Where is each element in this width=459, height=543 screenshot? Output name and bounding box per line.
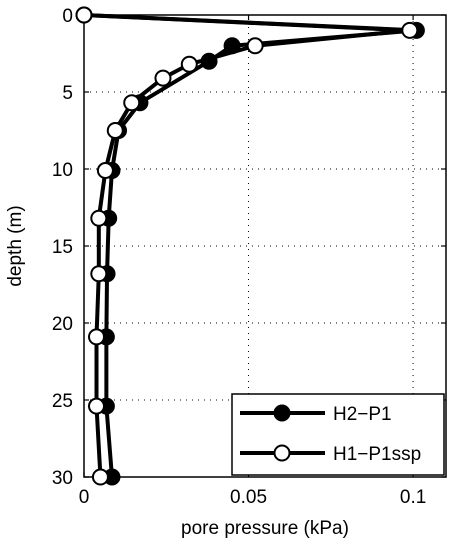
x-tick-label: 0 (79, 487, 90, 508)
legend-marker-open (273, 444, 291, 462)
data-point (401, 21, 419, 39)
y-tick-label: 20 (52, 314, 73, 335)
legend-box (231, 393, 445, 476)
data-point (123, 94, 141, 112)
data-point (106, 122, 124, 139)
y-tick-label: 25 (52, 391, 73, 412)
data-point (180, 55, 198, 73)
y-tick-label: 5 (62, 83, 73, 104)
legend-marker-filled (273, 404, 291, 422)
y-tick-label: 15 (52, 237, 73, 258)
data-point (154, 69, 172, 87)
series-lines (75, 6, 425, 486)
data-point (91, 468, 109, 486)
data-point (90, 265, 108, 283)
data-point (75, 6, 93, 24)
x-tick-label: 0.05 (230, 487, 267, 508)
series-h1-p1ssp (75, 6, 419, 486)
data-point (88, 397, 106, 415)
y-tick-label: 30 (52, 468, 73, 489)
legend-label-h2-p1: H2−P1 (333, 404, 392, 425)
data-point (88, 328, 106, 346)
data-point (90, 209, 108, 227)
y-tick-label: 0 (62, 6, 73, 27)
data-point (246, 37, 264, 55)
legend-label-h1-p1ssp: H1−P1ssp (333, 444, 421, 465)
legend: H2−P1 H1−P1ssp (231, 393, 445, 476)
data-point (96, 162, 114, 180)
y-axis-title: depth (m) (5, 205, 26, 286)
x-tick-label: 0.1 (400, 487, 426, 508)
x-axis-title: pore pressure (kPa) (181, 518, 349, 539)
y-tick-label: 10 (52, 160, 73, 181)
axis-ticks: 0 0.05 0.1 0 5 10 15 20 25 30 (52, 6, 446, 508)
